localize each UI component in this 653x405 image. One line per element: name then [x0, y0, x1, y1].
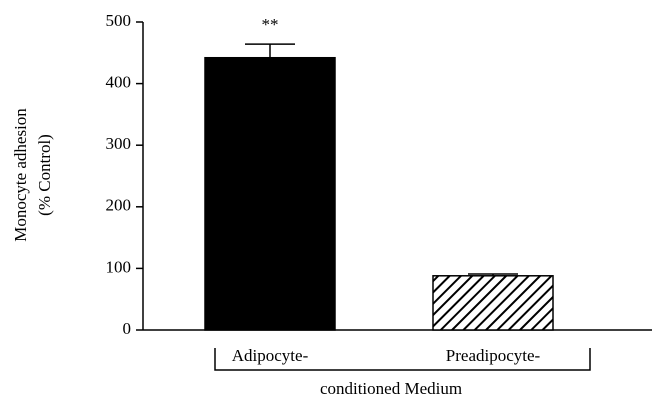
- y-tick-label: 0: [123, 319, 132, 338]
- bracket: [214, 348, 591, 371]
- y-tick-label: 500: [106, 11, 132, 30]
- bar: [432, 275, 554, 331]
- y-tick-label: 300: [106, 134, 132, 153]
- y-tick-label: 100: [106, 257, 132, 276]
- x-axis-label: conditioned Medium: [320, 379, 462, 398]
- x-tick-label: Adipocyte-: [232, 346, 309, 365]
- bar: [204, 56, 336, 331]
- y-tick-label: 400: [106, 73, 132, 92]
- y-axis-label: (% Control): [35, 134, 54, 216]
- y-tick-label: 200: [106, 196, 132, 215]
- y-axis-label: Monocyte adhesion: [11, 108, 30, 242]
- annotation: **: [262, 15, 279, 34]
- x-tick-label: Preadipocyte-: [446, 346, 541, 365]
